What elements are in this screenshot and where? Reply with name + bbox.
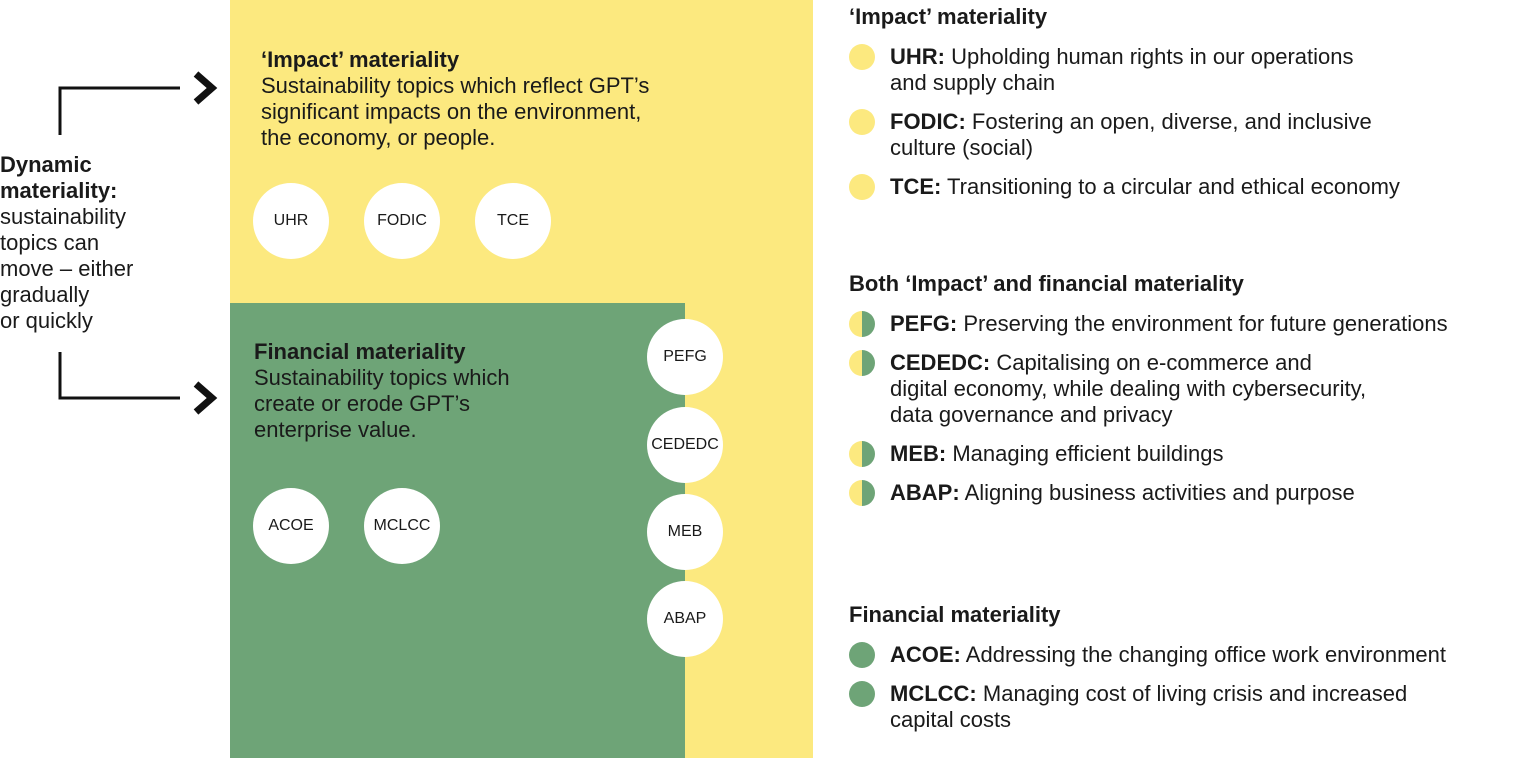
legend-code: UHR: xyxy=(890,44,945,69)
legend-text: MEB: Managing efficient buildings xyxy=(890,441,1223,467)
legend-heading: Financial materiality xyxy=(849,602,1061,627)
legend-marker xyxy=(849,441,875,467)
arrow xyxy=(193,71,218,105)
legend-marker xyxy=(849,174,875,200)
topic-circle: PEFG xyxy=(647,319,723,395)
legend-desc: Addressing the changing office work envi… xyxy=(965,642,1447,667)
legend-marker xyxy=(849,681,875,707)
legend-text: digital economy, while dealing with cybe… xyxy=(890,376,1366,402)
dynamic-text: sustainability xyxy=(0,204,126,229)
box-desc: create or erode GPT’s xyxy=(254,391,471,416)
topic-circle: UHR xyxy=(253,183,329,259)
legend-marker xyxy=(849,109,875,135)
legend-desc: data governance and privacy xyxy=(890,402,1173,427)
legend-desc: Aligning business activities and purpose xyxy=(964,480,1355,505)
bracket xyxy=(58,86,180,135)
legend-marker xyxy=(849,480,875,506)
legend-desc: Fostering an open, diverse, and inclusiv… xyxy=(971,109,1372,134)
legend-desc: Transitioning to a circular and ethical … xyxy=(947,174,1400,199)
legend-code: CEDEDC: xyxy=(890,350,991,375)
dynamic-title: materiality: xyxy=(0,178,118,203)
box-desc: significant impacts on the environment, xyxy=(261,99,642,124)
legend-code: PEFG: xyxy=(890,311,958,336)
topic-circle: MCLCC xyxy=(364,488,440,564)
legend-desc: Upholding human rights in our operations xyxy=(951,44,1354,69)
legend-code: ABAP: xyxy=(890,480,960,505)
topic-circle: FODIC xyxy=(364,183,440,259)
legend-code: TCE: xyxy=(890,174,942,199)
legend-desc: Capitalising on e-commerce and xyxy=(996,350,1312,375)
legend-desc: and supply chain xyxy=(890,70,1056,95)
topic-circle: MEB xyxy=(647,494,723,570)
legend-text: data governance and privacy xyxy=(890,402,1173,428)
legend-desc: capital costs xyxy=(890,707,1012,732)
legend-text: MCLCC: Managing cost of living crisis an… xyxy=(890,681,1407,707)
box-desc: Sustainability topics which xyxy=(254,365,510,390)
box-desc: enterprise value. xyxy=(254,417,417,442)
legend-text: and supply chain xyxy=(890,70,1055,96)
topic-circle: ACOE xyxy=(253,488,329,564)
dynamic-title: Dynamic xyxy=(0,152,92,177)
legend-desc: Managing cost of living crisis and incre… xyxy=(982,681,1408,706)
box-desc: the economy, or people. xyxy=(261,125,496,150)
legend-code: FODIC: xyxy=(890,109,966,134)
arrow xyxy=(193,381,218,415)
dynamic-text: gradually xyxy=(0,282,90,307)
dynamic-text: or quickly xyxy=(0,308,93,333)
topic-circle: TCE xyxy=(475,183,551,259)
legend-text: culture (social) xyxy=(890,135,1033,161)
legend-text: TCE: Transitioning to a circular and eth… xyxy=(890,174,1400,200)
legend-code: MEB: xyxy=(890,441,947,466)
legend-desc: Managing efficient buildings xyxy=(952,441,1224,466)
box-title: Financial materiality xyxy=(254,339,466,364)
legend-text: PEFG: Preserving the environment for fut… xyxy=(890,311,1448,337)
topic-circle: CEDEDC xyxy=(647,407,723,483)
legend-marker xyxy=(849,642,875,668)
legend-text: CEDEDC: Capitalising on e-commerce and xyxy=(890,350,1312,376)
legend-marker xyxy=(849,350,875,376)
legend-heading: Both ‘Impact’ and financial materiality xyxy=(849,271,1244,296)
legend-desc: culture (social) xyxy=(890,135,1034,160)
legend-desc: Preserving the environment for future ge… xyxy=(963,311,1448,336)
legend-text: capital costs xyxy=(890,707,1011,733)
legend-marker xyxy=(849,311,875,337)
legend-code: MCLCC: xyxy=(890,681,977,706)
legend-code: ACOE: xyxy=(890,642,961,667)
box-title: ‘Impact’ materiality xyxy=(261,47,460,72)
legend-text: ABAP: Aligning business activities and p… xyxy=(890,480,1355,506)
legend-text: UHR: Upholding human rights in our opera… xyxy=(890,44,1353,70)
legend-marker xyxy=(849,44,875,70)
legend-text: FODIC: Fostering an open, diverse, and i… xyxy=(890,109,1372,135)
legend-heading: ‘Impact’ materiality xyxy=(849,4,1048,29)
dynamic-text: topics can xyxy=(0,230,100,255)
topic-circle: ABAP xyxy=(647,581,723,657)
box-desc: Sustainability topics which reflect GPT’… xyxy=(261,73,650,98)
legend-text: ACOE: Addressing the changing office wor… xyxy=(890,642,1446,668)
bracket xyxy=(58,352,180,400)
legend-desc: digital economy, while dealing with cybe… xyxy=(890,376,1367,401)
dynamic-text: move – either xyxy=(0,256,134,281)
